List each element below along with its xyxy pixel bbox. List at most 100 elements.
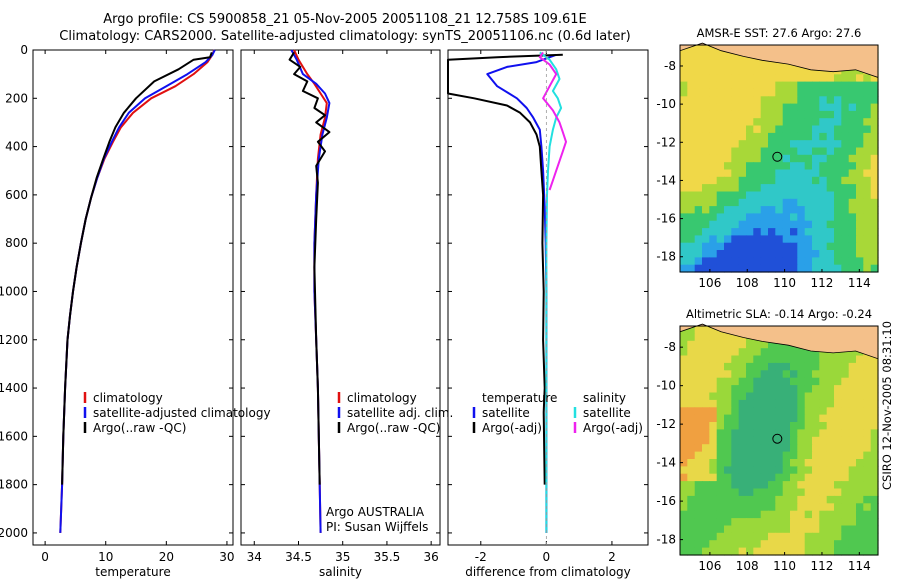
map-cell xyxy=(804,88,813,97)
map-cell xyxy=(812,451,820,460)
map-cell xyxy=(746,495,754,504)
map-cell xyxy=(797,250,806,258)
map-cell xyxy=(797,184,806,192)
map-cell xyxy=(797,399,806,408)
map-cell xyxy=(702,235,710,244)
map-cell xyxy=(694,147,703,156)
map-cell xyxy=(797,436,806,445)
map-cell xyxy=(782,206,791,214)
depth-tick-label: 400 xyxy=(5,140,28,154)
map-cell xyxy=(790,503,798,512)
map-cell xyxy=(680,429,688,438)
map-cell xyxy=(804,444,813,453)
map-cell xyxy=(687,242,696,251)
map-cell xyxy=(819,414,828,423)
map-cell xyxy=(819,184,828,192)
map-cell xyxy=(760,547,769,556)
map-cell xyxy=(804,495,813,504)
map-cell xyxy=(863,355,872,364)
map-cell xyxy=(782,451,791,460)
map-cell xyxy=(680,340,688,349)
map-cell xyxy=(775,118,784,127)
map-cell xyxy=(709,206,718,214)
map-cell xyxy=(702,340,710,349)
map-cell xyxy=(856,103,864,112)
map-cell xyxy=(687,45,696,53)
map-cell xyxy=(694,407,703,416)
map-cell xyxy=(753,451,762,460)
map-cell xyxy=(702,81,710,90)
map-cell xyxy=(702,422,710,430)
map-cell xyxy=(702,429,710,438)
map-cell xyxy=(716,176,725,185)
map-cell xyxy=(702,503,710,512)
map-cell xyxy=(753,407,762,416)
map-cell xyxy=(826,110,835,119)
map-cell xyxy=(848,392,857,401)
map-cell xyxy=(768,140,776,149)
map-cell xyxy=(716,206,725,214)
map-cell xyxy=(694,473,703,482)
map-cell xyxy=(856,220,864,229)
map-cell xyxy=(724,169,732,178)
map-cell xyxy=(775,264,784,273)
map-cell xyxy=(724,488,732,497)
map-cell xyxy=(841,132,850,141)
map-cell xyxy=(738,118,747,127)
map-cell xyxy=(826,488,835,497)
map-cell xyxy=(797,125,806,134)
map-cell xyxy=(870,235,879,244)
map-cell xyxy=(709,429,718,438)
map-cell xyxy=(768,488,776,497)
map-cell xyxy=(680,103,688,112)
map-cell xyxy=(716,242,725,251)
map-cell xyxy=(768,103,776,112)
map-cell xyxy=(856,532,864,541)
map-cell xyxy=(819,407,828,416)
map-cell xyxy=(768,540,776,549)
map-cell xyxy=(753,110,762,119)
map-cell xyxy=(797,473,806,482)
map-cell xyxy=(731,370,740,379)
map-cell xyxy=(863,495,872,504)
map-cell xyxy=(826,436,835,445)
map-cell xyxy=(870,488,879,497)
map-cell xyxy=(738,228,747,236)
map-cell xyxy=(782,399,791,408)
map-cell xyxy=(812,184,820,192)
map-cell xyxy=(702,399,710,408)
map-cell xyxy=(731,52,740,61)
map-cell xyxy=(753,436,762,445)
map-cell xyxy=(731,518,740,527)
map-cell xyxy=(819,206,828,214)
map-cell xyxy=(782,228,791,236)
map-cell xyxy=(782,110,791,119)
map-cell xyxy=(848,355,857,364)
map-cell xyxy=(687,228,696,236)
map-cell xyxy=(804,547,813,556)
map-cell xyxy=(812,257,820,266)
map-cell xyxy=(768,370,776,379)
map-cell xyxy=(694,399,703,408)
map-cell xyxy=(870,459,879,467)
map-cell xyxy=(870,213,879,222)
map-cell xyxy=(709,451,718,460)
map-cell xyxy=(680,370,688,379)
map-cell xyxy=(702,74,710,83)
map-cell xyxy=(738,495,747,504)
map-cell xyxy=(731,377,740,386)
map-cell xyxy=(834,385,842,394)
map-cell xyxy=(760,518,769,527)
map-cell xyxy=(848,503,857,512)
map-cell xyxy=(834,473,842,482)
map-cell xyxy=(687,525,696,534)
map-cell xyxy=(694,74,703,83)
map-cell xyxy=(709,392,718,401)
map-cell xyxy=(680,118,688,127)
map-cell xyxy=(746,81,754,90)
map-cell xyxy=(826,198,835,207)
map-cell xyxy=(819,473,828,482)
map-cell xyxy=(760,540,769,549)
temperature-legend-label: satellite-adjusted climatology xyxy=(93,406,271,420)
map-cell xyxy=(863,547,872,556)
